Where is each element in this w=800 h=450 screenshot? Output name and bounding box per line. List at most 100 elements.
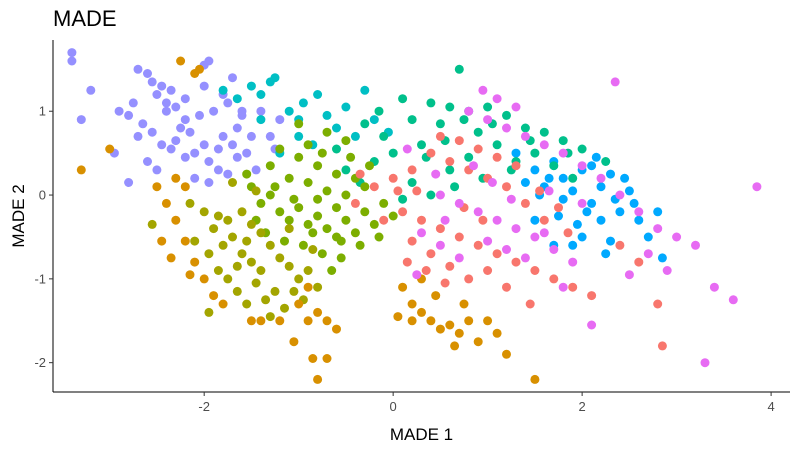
scatter-point (232, 94, 242, 104)
scatter-point (459, 115, 469, 125)
scatter-point (350, 198, 360, 208)
scatter-point (166, 85, 176, 95)
scatter-point (124, 178, 134, 187)
scatter-point (530, 374, 540, 384)
scatter-point (554, 203, 563, 213)
scatter-point (270, 182, 280, 192)
scatter-point (152, 165, 162, 175)
scatter-point (251, 186, 261, 196)
scatter-point (204, 249, 214, 259)
scatter-point (246, 219, 256, 229)
scatter-point (549, 161, 559, 171)
scatter-point (582, 207, 592, 217)
scatter-point (251, 278, 261, 288)
scatter-point (426, 316, 436, 326)
y-tick-label: -1 (34, 271, 46, 286)
scatter-point (464, 274, 474, 284)
scatter-point (313, 90, 323, 99)
scatter-point (393, 312, 403, 322)
scatter-point (256, 106, 266, 116)
scatter-point (289, 337, 299, 347)
scatter-point (341, 165, 351, 175)
scatter-point (213, 266, 223, 275)
scatter-point (445, 261, 455, 271)
scatter-point (421, 266, 431, 275)
scatter-point (473, 127, 483, 137)
scatter-point (161, 198, 171, 208)
scatter-point (327, 266, 337, 275)
scatter-point (558, 148, 568, 158)
scatter-point (176, 56, 186, 66)
scatter-point (587, 198, 597, 208)
scatter-point (199, 140, 209, 150)
scatter-point (568, 282, 578, 292)
scatter-point (166, 253, 176, 263)
scatter-point (275, 316, 285, 326)
scatter-point (138, 119, 148, 129)
scatter-point (280, 303, 289, 313)
scatter-point (360, 85, 370, 95)
scatter-point (322, 316, 332, 326)
scatter-point (152, 182, 162, 192)
scatter-point (572, 219, 582, 229)
scatter-point (615, 207, 625, 217)
scatter-point (270, 73, 280, 83)
scatter-point (596, 182, 606, 192)
scatter-point (246, 316, 256, 326)
scatter-point (483, 115, 493, 125)
scatter-point (336, 253, 346, 263)
scatter-point (435, 119, 445, 129)
scatter-point (492, 215, 502, 225)
scatter-point (232, 152, 242, 162)
scatter-point (483, 102, 493, 112)
x-axis-title: MADE 1 (390, 425, 453, 444)
scatter-point (332, 169, 341, 179)
scatter-point (445, 157, 455, 166)
scatter-point (591, 152, 601, 162)
scatter-point (317, 249, 327, 259)
scatter-point (454, 136, 464, 146)
scatter-point (360, 119, 370, 129)
scatter-point (539, 228, 549, 238)
scatter-point (180, 182, 190, 192)
scatter-point (294, 131, 304, 141)
scatter-point (435, 190, 445, 200)
scatter-point (303, 140, 313, 150)
scatter-point (530, 148, 540, 158)
scatter-point (445, 165, 455, 175)
scatter-point (502, 182, 511, 192)
scatter-point (549, 245, 559, 254)
scatter-point (483, 316, 493, 326)
scatter-point (407, 299, 417, 309)
scatter-point (426, 249, 436, 259)
scatter-point (303, 178, 313, 187)
scatter-point (657, 253, 667, 263)
scatter-point (752, 182, 762, 192)
scatter-point (369, 115, 379, 125)
scatter-point (558, 136, 568, 146)
scatter-point (407, 316, 417, 326)
scatter-point (464, 152, 474, 162)
scatter-point (332, 324, 341, 334)
scatter-point (242, 169, 252, 179)
scatter-point (629, 198, 639, 208)
scatter-point (341, 136, 351, 146)
x-tick-label: 4 (767, 399, 774, 414)
scatter-point (360, 182, 370, 192)
scatter-point (204, 56, 214, 66)
scatter-point (185, 198, 195, 208)
scatter-point (402, 257, 412, 267)
scatter-point (412, 186, 422, 196)
scatter-point (478, 215, 488, 225)
scatter-point (379, 198, 389, 208)
scatter-point (180, 152, 190, 162)
scatter-point (190, 236, 200, 246)
scatter-point (388, 148, 398, 158)
scatter-point (473, 240, 483, 250)
scatter-point (294, 152, 304, 162)
scatter-point (157, 81, 167, 91)
scatter-point (265, 190, 275, 200)
scatter-point (209, 224, 219, 234)
scatter-point (341, 190, 351, 200)
x-tick-label: -2 (198, 399, 210, 414)
